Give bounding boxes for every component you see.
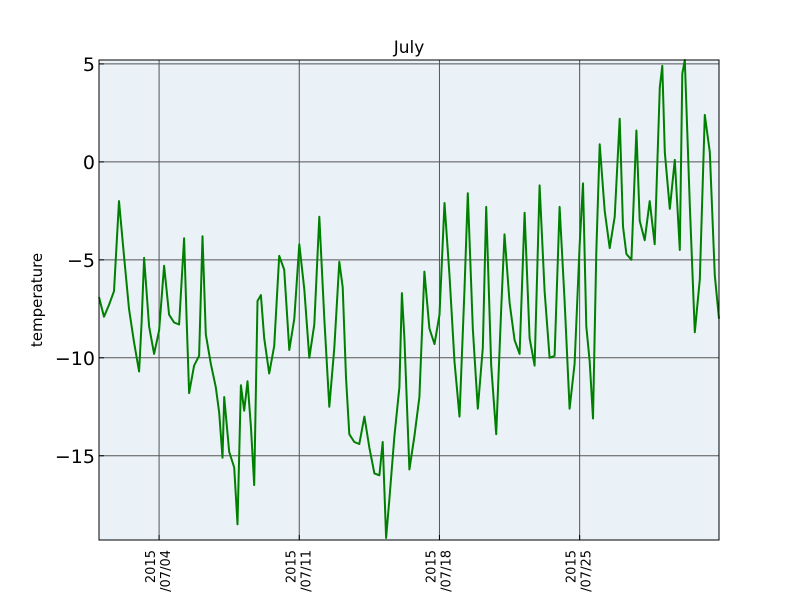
- x-tick-label-date: /07/25: [580, 550, 595, 592]
- x-tick-label-year: 2015: [144, 550, 159, 583]
- y-tick-label: −15: [55, 446, 95, 468]
- chart-title: July: [393, 38, 425, 58]
- plot-frame: [98, 59, 720, 541]
- y-tick-label: −5: [67, 250, 95, 272]
- x-tick-label-date: /07/18: [439, 550, 454, 592]
- temperature-series-line: [98, 59, 720, 539]
- y-tick-label: 5: [83, 54, 95, 76]
- series-layer: [98, 59, 720, 539]
- x-tick-label-date: /07/11: [299, 550, 314, 592]
- y-tick-label: −10: [55, 348, 95, 370]
- x-tick-label-year: 2015: [424, 550, 439, 583]
- x-tick-label-year: 2015: [284, 550, 299, 583]
- x-tick-label-year: 2015: [565, 550, 580, 583]
- y-axis-label: temperature: [28, 253, 46, 347]
- y-tick-label: 0: [83, 152, 95, 174]
- x-tick-label-date: /07/04: [159, 550, 174, 592]
